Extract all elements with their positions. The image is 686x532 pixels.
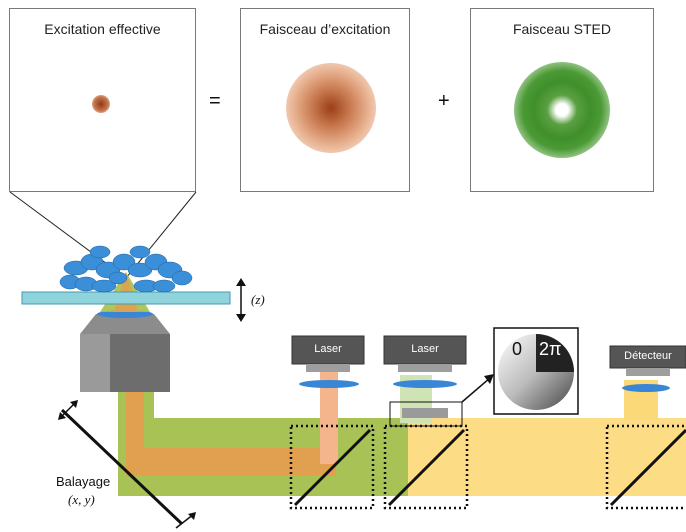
laser-2-label: Laser — [411, 343, 439, 355]
detection-beam-horizontal — [380, 418, 686, 496]
phase-plate-pointer — [461, 377, 491, 403]
dichroic-mirror-2 — [387, 428, 466, 507]
plus-sign: + — [438, 90, 450, 112]
laser-1-box — [291, 335, 365, 365]
panel-effective-excitation: Excitation effective — [9, 8, 196, 192]
panel-title: Excitation effective — [44, 21, 161, 37]
dichroic-box-1 — [289, 424, 375, 510]
dichroic-box-3 — [605, 424, 686, 510]
laser-2-box — [383, 335, 467, 365]
dichroic-mirror-3 — [609, 428, 686, 507]
laser-excitation-beam — [320, 370, 338, 464]
panel-title: Faisceau STED — [512, 21, 612, 37]
scan-axes-label: (x, y) — [68, 492, 95, 507]
phase-zero-label: 0 — [512, 339, 523, 359]
detector-lens — [622, 384, 670, 392]
cover-slip — [21, 291, 231, 305]
z-axis-label: (z) — [251, 292, 265, 307]
scanning-mirror — [60, 408, 184, 526]
effective-psf-spot — [92, 95, 110, 113]
detector-label: Détecteur — [624, 350, 672, 362]
panel-excitation-beam: Faisceau d’excitation — [240, 8, 410, 192]
excitation-beam-profile — [286, 63, 376, 153]
equals-sign: = — [209, 90, 221, 112]
dichroic-mirror-1 — [293, 428, 372, 507]
panel-sted-beam: Faisceau STED — [470, 8, 654, 192]
laser-1-lens — [299, 380, 359, 388]
cell-cluster — [59, 245, 193, 293]
sted-donut-profile — [514, 62, 610, 158]
phase-two-pi-label: 2π — [539, 339, 562, 359]
phase-plate-frame — [389, 401, 463, 427]
scan-label: Balayage — [56, 474, 111, 489]
objective-nose — [80, 314, 170, 334]
phase-plate-element — [402, 408, 448, 418]
laser-2-lens — [393, 380, 457, 388]
laser-1-label: Laser — [314, 343, 342, 355]
panel-title: Faisceau d’excitation — [259, 21, 391, 37]
excitation-beam-horizontal — [126, 448, 336, 476]
